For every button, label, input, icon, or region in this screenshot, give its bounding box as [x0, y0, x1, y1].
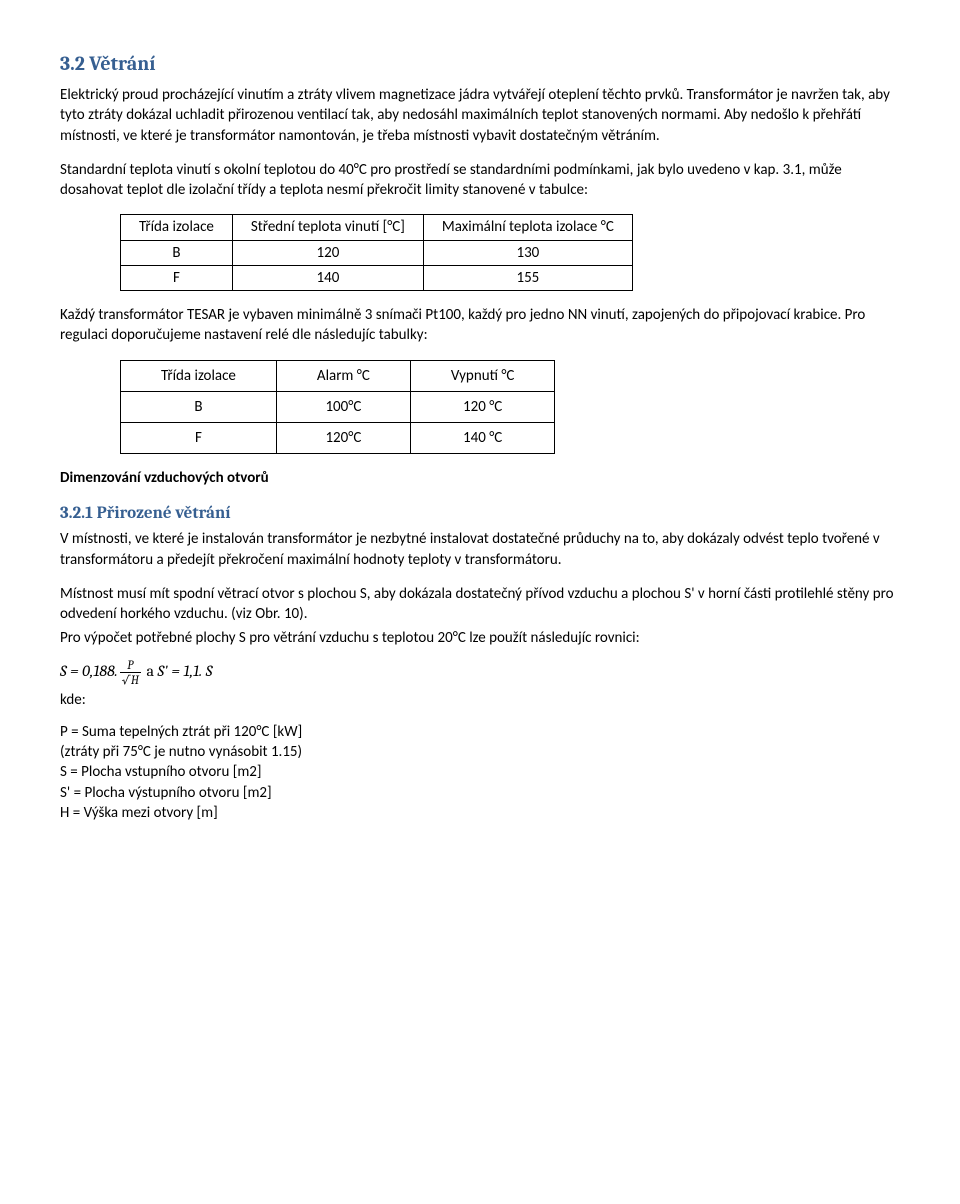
- table-header-row: Třída izolace Alarm °C Vypnutí °C: [121, 360, 555, 391]
- table-cell: B: [121, 391, 277, 422]
- table-cell: 140 °C: [410, 423, 555, 454]
- paragraph-sensors: Každý transformátor TESAR je vybaven min…: [60, 305, 900, 346]
- table-cell: 155: [423, 265, 632, 290]
- fraction-denominator: √H: [120, 673, 141, 686]
- table-row: F 120°C 140 °C: [121, 423, 555, 454]
- table-cell: 140: [232, 265, 423, 290]
- paragraph-natural-vent: V místnosti, ve které je instalován tran…: [60, 529, 900, 570]
- table-row: B 100°C 120 °C: [121, 391, 555, 422]
- fraction: P√H: [118, 659, 143, 686]
- table-header-row: Třída izolace Střední teplota vinutí [°C…: [121, 215, 633, 240]
- table-relay-settings: Třída izolace Alarm °C Vypnutí °C B 100°…: [120, 360, 555, 455]
- table-cell: 100°C: [276, 391, 410, 422]
- fraction-numerator: P: [120, 659, 141, 673]
- definition-line: S' = Plocha výstupního otvoru [m2]: [60, 783, 900, 803]
- col-header: Třída izolace: [121, 215, 233, 240]
- paragraph-intro: Elektrický proud procházející vinutím a …: [60, 85, 900, 146]
- table-row: F 140 155: [121, 265, 633, 290]
- formula-part: S' = 1,1. S: [157, 662, 212, 680]
- table-insulation-class-limits: Třída izolace Střední teplota vinutí [°C…: [120, 214, 633, 291]
- table-cell: B: [121, 240, 233, 265]
- formula-where-label: kde:: [60, 690, 900, 710]
- definition-line: S = Plocha vstupního otvoru [m2]: [60, 762, 900, 782]
- formula: S = 0,188.P√H a S' = 1,1. S: [60, 659, 900, 686]
- definition-line: P = Suma tepelných ztrát při 120°C [kW]: [60, 722, 900, 742]
- table-cell: 120°C: [276, 423, 410, 454]
- definition-line: (ztráty při 75°C je nutno vynásobit 1.15…: [60, 742, 900, 762]
- table-cell: 120 °C: [410, 391, 555, 422]
- formula-connector: a: [143, 662, 158, 680]
- paragraph-standard-temp: Standardní teplota vinutí s okolní teplo…: [60, 160, 900, 201]
- definitions-list: P = Suma tepelných ztrát při 120°C [kW] …: [60, 722, 900, 823]
- subheading-dimensioning: Dimenzování vzduchových otvorů: [60, 468, 900, 488]
- table-cell: 130: [423, 240, 632, 265]
- table-cell: 120: [232, 240, 423, 265]
- col-header: Alarm °C: [276, 360, 410, 391]
- col-header: Maximální teplota izolace °C: [423, 215, 632, 240]
- paragraph-room-openings: Místnost musí mít spodní větrací otvor s…: [60, 584, 900, 625]
- formula-part: S = 0,188.: [60, 662, 118, 680]
- col-header: Střední teplota vinutí [°C]: [232, 215, 423, 240]
- paragraph-formula-intro: Pro výpočet potřebné plochy S pro větrán…: [60, 628, 900, 648]
- table-cell: F: [121, 265, 233, 290]
- section-heading: 3.2 Větrání: [60, 50, 900, 77]
- table-row: B 120 130: [121, 240, 633, 265]
- col-header: Vypnutí °C: [410, 360, 555, 391]
- subsection-heading: 3.2.1 Přirozené větrání: [60, 503, 900, 526]
- col-header: Třída izolace: [121, 360, 277, 391]
- definition-line: H = Výška mezi otvory [m]: [60, 803, 900, 823]
- table-cell: F: [121, 423, 277, 454]
